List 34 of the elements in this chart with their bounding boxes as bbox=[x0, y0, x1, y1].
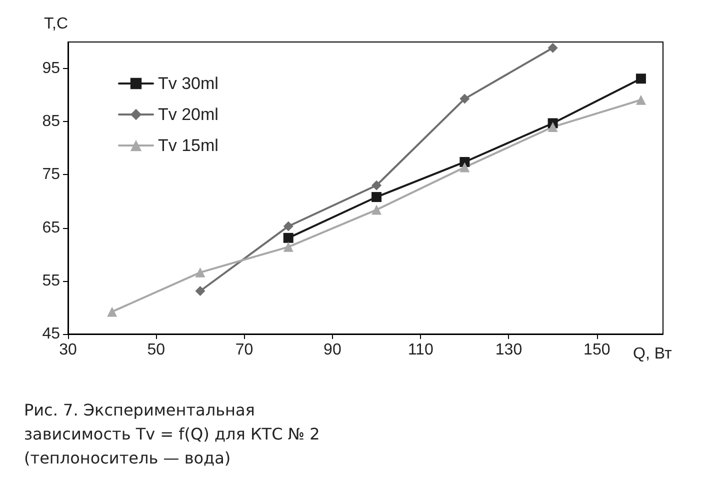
x-axis-title: Q, Вт bbox=[633, 346, 672, 362]
y-tick-label: 55 bbox=[42, 272, 60, 290]
point bbox=[195, 267, 206, 278]
y-tick-label: 45 bbox=[42, 326, 60, 342]
legend-label: Tv 15ml bbox=[158, 136, 218, 155]
x-tick-label: 90 bbox=[324, 342, 342, 358]
point bbox=[460, 94, 470, 104]
y-tick-label: 95 bbox=[42, 60, 60, 78]
point bbox=[636, 74, 646, 84]
x-tick-label: 70 bbox=[235, 342, 254, 358]
x-tick-label: 50 bbox=[147, 342, 166, 358]
text: Рис. 7. Экспериментальная зависимость Tv = f(Q) для КТС № 2 (теплоноситель — вода) bbox=[24, 400, 325, 468]
x-tick-label: 110 bbox=[408, 342, 434, 358]
y-tick-label: 65 bbox=[42, 219, 60, 236]
x-tick-label: 130 bbox=[495, 342, 522, 358]
point bbox=[636, 94, 646, 105]
point bbox=[107, 306, 118, 317]
x-tick-label: 150 bbox=[584, 342, 610, 358]
point bbox=[283, 232, 294, 243]
point bbox=[372, 180, 382, 190]
point bbox=[372, 204, 382, 215]
x-tick-label: 30 bbox=[59, 342, 77, 358]
point bbox=[283, 242, 294, 252]
legend-label: Tv 20ml bbox=[158, 105, 218, 124]
point bbox=[460, 162, 470, 172]
y-axis-title: T,C bbox=[44, 16, 68, 32]
point bbox=[548, 42, 558, 53]
point bbox=[195, 286, 206, 296]
y-tick-label: 85 bbox=[42, 113, 60, 130]
point bbox=[548, 122, 558, 132]
point bbox=[372, 192, 382, 202]
point bbox=[283, 221, 294, 232]
legend-label: Tv 30ml bbox=[158, 74, 218, 93]
y-tick-label: 75 bbox=[42, 166, 60, 184]
